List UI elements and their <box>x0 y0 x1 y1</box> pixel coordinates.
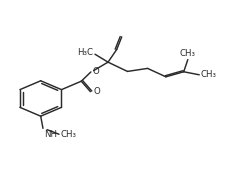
Text: O: O <box>93 87 99 96</box>
Text: O: O <box>92 67 99 76</box>
Text: CH₃: CH₃ <box>60 130 76 139</box>
Text: NH: NH <box>44 130 57 139</box>
Text: CH₃: CH₃ <box>199 70 215 79</box>
Text: H₃C: H₃C <box>77 48 93 57</box>
Text: CH₃: CH₃ <box>179 49 195 58</box>
